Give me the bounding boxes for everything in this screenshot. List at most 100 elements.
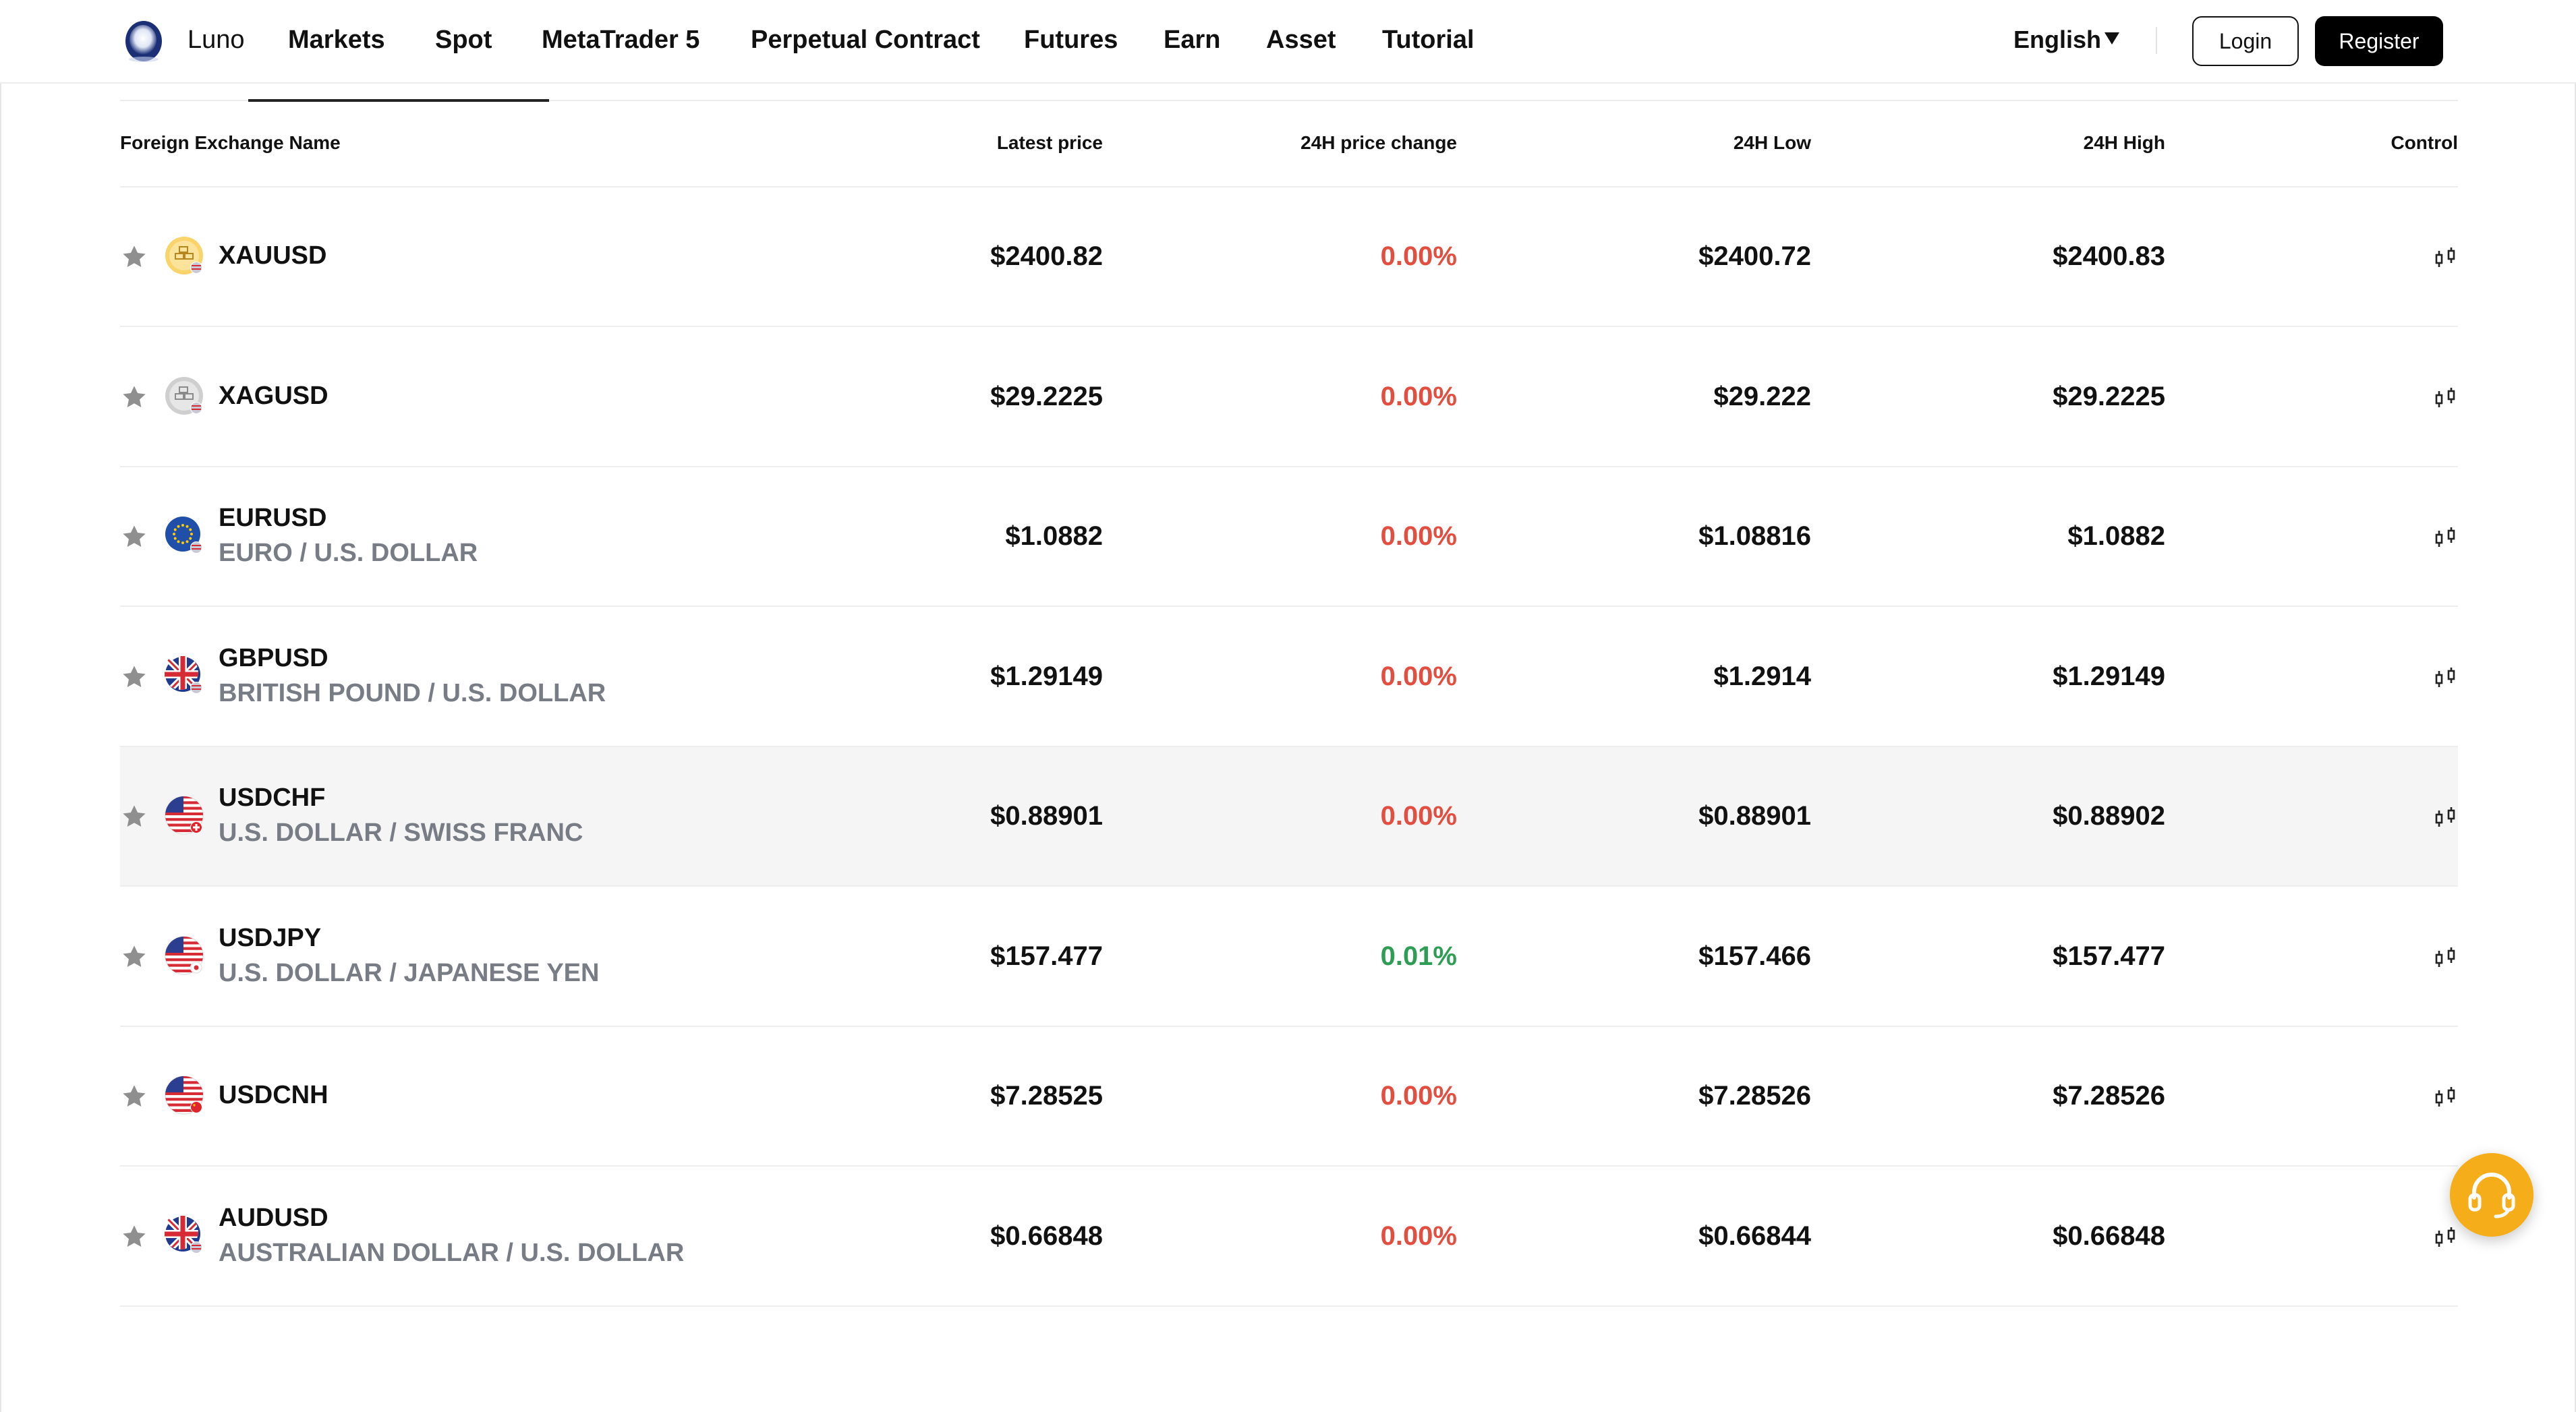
favorite-star-icon[interactable] bbox=[120, 663, 148, 691]
pair-full-name: U.S. DOLLAR / JAPANESE YEN bbox=[219, 958, 600, 987]
nav-tutorial[interactable]: Tutorial bbox=[1382, 26, 1475, 54]
page-border-right bbox=[2575, 84, 2576, 1412]
candlestick-chart-icon[interactable] bbox=[2434, 666, 2458, 690]
favorite-star-icon[interactable] bbox=[120, 243, 148, 271]
low-24h: $0.88901 bbox=[1698, 801, 1811, 831]
pair-symbol[interactable]: GBPUSD bbox=[219, 643, 328, 672]
brand-name[interactable]: Luno bbox=[188, 26, 245, 54]
price-change: 0.00% bbox=[1380, 1081, 1457, 1111]
price-change: 0.00% bbox=[1380, 801, 1457, 831]
price-change: 0.00% bbox=[1380, 381, 1457, 411]
luno-logo-icon[interactable] bbox=[123, 19, 165, 63]
table-row[interactable]: USDJPY U.S. DOLLAR / JAPANESE YEN $157.4… bbox=[120, 887, 2458, 1027]
price-change: 0.00% bbox=[1380, 661, 1457, 691]
favorite-star-icon[interactable] bbox=[120, 523, 148, 551]
pair-symbol[interactable]: USDCNH bbox=[219, 1081, 328, 1109]
header-latest-price[interactable]: Latest price bbox=[996, 132, 1103, 153]
latest-price: $0.66848 bbox=[990, 1220, 1103, 1251]
pair-symbol[interactable]: AUDUSD bbox=[219, 1203, 328, 1232]
latest-price: $1.29149 bbox=[990, 661, 1103, 691]
latest-price: $1.0882 bbox=[1005, 521, 1103, 551]
table-row[interactable]: GBPUSD BRITISH POUND / U.S. DOLLAR $1.29… bbox=[120, 608, 2458, 747]
nav-perpetual-contract[interactable]: Perpetual Contract bbox=[751, 26, 980, 54]
low-24h: $157.466 bbox=[1698, 941, 1811, 971]
table-row[interactable]: XAUUSD $2400.82 0.00% $2400.72 $2400.83 bbox=[120, 187, 2458, 327]
price-change: 0.00% bbox=[1380, 241, 1457, 271]
uk-flag-icon bbox=[165, 656, 204, 695]
low-24h: $1.2914 bbox=[1713, 661, 1811, 691]
us-flag-icon bbox=[165, 796, 204, 835]
gold-icon bbox=[165, 236, 204, 275]
nav-earn[interactable]: Earn bbox=[1164, 26, 1221, 54]
high-24h: $1.0882 bbox=[2067, 521, 2165, 551]
favorite-star-icon[interactable] bbox=[120, 802, 148, 831]
table-row[interactable]: XAGUSD $29.2225 0.00% $29.222 $29.2225 bbox=[120, 328, 2458, 467]
low-24h: $0.66844 bbox=[1698, 1220, 1811, 1251]
low-24h: $1.08816 bbox=[1698, 521, 1811, 551]
pair-full-name: U.S. DOLLAR / SWISS FRANC bbox=[219, 819, 583, 847]
candlestick-chart-icon[interactable] bbox=[2434, 1225, 2458, 1249]
table-row[interactable]: USDCNH $7.28525 0.00% $7.28526 $7.28526 bbox=[120, 1027, 2458, 1167]
pair-symbol[interactable]: XAUUSD bbox=[219, 241, 327, 270]
eu-flag-icon bbox=[165, 516, 204, 555]
nav-futures[interactable]: Futures bbox=[1024, 26, 1118, 54]
table-row[interactable]: EURUSD EURO / U.S. DOLLAR $1.0882 0.00% … bbox=[120, 467, 2458, 607]
header-control: Control bbox=[2391, 132, 2458, 153]
active-tab-indicator bbox=[248, 99, 549, 102]
favorite-star-icon[interactable] bbox=[120, 1082, 148, 1111]
pair-full-name: BRITISH POUND / U.S. DOLLAR bbox=[219, 678, 606, 707]
high-24h: $2400.83 bbox=[2053, 241, 2165, 271]
table-header: Foreign Exchange Name Latest price 24H p… bbox=[120, 132, 2458, 189]
latest-price: $157.477 bbox=[990, 941, 1103, 971]
nav-divider bbox=[2156, 27, 2157, 54]
tab-bar-divider bbox=[120, 100, 2458, 101]
price-change: 0.01% bbox=[1380, 941, 1457, 971]
candlestick-chart-icon[interactable] bbox=[2434, 525, 2458, 550]
price-change: 0.00% bbox=[1380, 1220, 1457, 1251]
candlestick-chart-icon[interactable] bbox=[2434, 245, 2458, 270]
top-navbar: Luno Markets Spot MetaTrader 5 Perpetual… bbox=[0, 0, 2576, 84]
candlestick-chart-icon[interactable] bbox=[2434, 945, 2458, 970]
pair-symbol[interactable]: EURUSD bbox=[219, 504, 327, 532]
high-24h: $0.88902 bbox=[2053, 801, 2165, 831]
nav-markets[interactable]: Markets bbox=[288, 26, 385, 54]
login-button[interactable]: Login bbox=[2192, 16, 2299, 66]
header-24h-low[interactable]: 24H Low bbox=[1733, 132, 1811, 153]
pair-symbol[interactable]: USDCHF bbox=[219, 784, 326, 812]
low-24h: $29.222 bbox=[1713, 381, 1811, 411]
low-24h: $7.28526 bbox=[1698, 1081, 1811, 1111]
high-24h: $1.29149 bbox=[2053, 661, 2165, 691]
pair-symbol[interactable]: XAGUSD bbox=[219, 381, 328, 410]
pair-symbol[interactable]: USDJPY bbox=[219, 923, 322, 952]
headset-icon bbox=[2468, 1173, 2515, 1218]
favorite-star-icon[interactable] bbox=[120, 383, 148, 411]
header-name: Foreign Exchange Name bbox=[120, 132, 341, 153]
latest-price: $7.28525 bbox=[990, 1081, 1103, 1111]
table-row[interactable]: USDCHF U.S. DOLLAR / SWISS FRANC $0.8890… bbox=[120, 747, 2458, 887]
au-flag-icon bbox=[165, 1216, 204, 1255]
nav-asset[interactable]: Asset bbox=[1266, 26, 1336, 54]
favorite-star-icon[interactable] bbox=[120, 943, 148, 971]
high-24h: $157.477 bbox=[2053, 941, 2165, 971]
us-flag-icon bbox=[165, 1076, 204, 1115]
favorite-star-icon[interactable] bbox=[120, 1223, 148, 1251]
customer-support-button[interactable] bbox=[2450, 1153, 2534, 1237]
pair-full-name: AUSTRALIAN DOLLAR / U.S. DOLLAR bbox=[219, 1238, 685, 1267]
language-selector[interactable]: English bbox=[2013, 26, 2102, 53]
nav-metatrader-5[interactable]: MetaTrader 5 bbox=[542, 26, 700, 54]
header-divider bbox=[120, 186, 2458, 187]
us-flag-icon bbox=[165, 936, 204, 975]
candlestick-chart-icon[interactable] bbox=[2434, 1085, 2458, 1109]
nav-spot[interactable]: Spot bbox=[435, 26, 492, 54]
low-24h: $2400.72 bbox=[1698, 241, 1811, 271]
price-change: 0.00% bbox=[1380, 521, 1457, 551]
table-row[interactable]: AUDUSD AUSTRALIAN DOLLAR / U.S. DOLLAR $… bbox=[120, 1167, 2458, 1307]
high-24h: $0.66848 bbox=[2053, 1220, 2165, 1251]
candlestick-chart-icon[interactable] bbox=[2434, 386, 2458, 410]
header-24h-high[interactable]: 24H High bbox=[2083, 132, 2165, 153]
pair-full-name: EURO / U.S. DOLLAR bbox=[219, 539, 478, 567]
header-24h-change[interactable]: 24H price change bbox=[1300, 132, 1457, 153]
caret-down-icon[interactable] bbox=[2105, 32, 2119, 45]
candlestick-chart-icon[interactable] bbox=[2434, 805, 2458, 829]
register-button[interactable]: Register bbox=[2315, 16, 2443, 66]
